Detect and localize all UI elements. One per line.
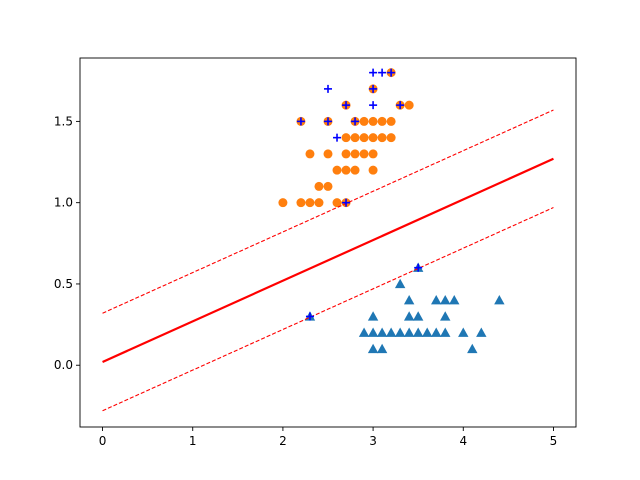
data-point-plus bbox=[369, 101, 378, 110]
data-point-circle bbox=[341, 149, 351, 159]
data-point-circle bbox=[323, 181, 333, 191]
data-point-triangle bbox=[440, 311, 451, 321]
x-tick-label: 5 bbox=[550, 434, 558, 448]
data-point-circle bbox=[314, 198, 324, 208]
data-point-circle bbox=[314, 181, 324, 191]
data-point-circle bbox=[278, 198, 288, 208]
data-point-circle bbox=[359, 116, 369, 126]
data-point-plus bbox=[333, 133, 342, 142]
data-point-triangle bbox=[403, 327, 415, 337]
data-point-triangle bbox=[385, 327, 397, 337]
data-point-triangle bbox=[458, 327, 469, 337]
data-point-circle bbox=[386, 133, 396, 143]
data-point-circle bbox=[350, 133, 360, 143]
data-point-triangle bbox=[394, 327, 406, 337]
data-point-plus bbox=[305, 312, 314, 321]
data-point-circle bbox=[368, 133, 378, 143]
data-point-triangle bbox=[376, 327, 388, 337]
data-point-triangle bbox=[376, 343, 388, 354]
data-point-plus bbox=[342, 101, 351, 110]
data-point-circle bbox=[323, 149, 333, 159]
y-tick-label: 0.0 bbox=[54, 358, 73, 372]
data-point-triangle bbox=[412, 311, 424, 321]
data-point-circle bbox=[332, 165, 342, 175]
y-tick-label: 1.5 bbox=[54, 114, 73, 128]
data-point-triangle bbox=[431, 327, 442, 337]
x-tick-label: 4 bbox=[459, 434, 467, 448]
data-point-plus bbox=[324, 84, 332, 93]
x-tick-label: 3 bbox=[369, 434, 377, 448]
decision-boundary-line bbox=[102, 157, 554, 363]
data-point-circle bbox=[296, 198, 306, 208]
data-point-circle bbox=[350, 149, 360, 159]
axes-frame bbox=[79, 57, 577, 428]
data-point-triangle bbox=[467, 343, 478, 354]
x-tick-label: 1 bbox=[189, 434, 197, 448]
data-point-plus bbox=[414, 263, 423, 272]
data-point-triangle bbox=[412, 327, 424, 337]
data-point-circle bbox=[386, 116, 396, 126]
data-point-triangle bbox=[367, 327, 379, 337]
data-point-circle bbox=[368, 116, 378, 126]
data-point-triangle bbox=[440, 295, 451, 305]
x-tick-label: 2 bbox=[279, 434, 287, 448]
plot-area bbox=[102, 68, 554, 412]
data-point-circle bbox=[359, 133, 369, 143]
y-tick-label: 0.5 bbox=[54, 277, 73, 291]
y-tick-label: 1.0 bbox=[54, 196, 73, 210]
data-point-plus bbox=[369, 84, 378, 93]
data-point-circle bbox=[341, 165, 351, 175]
margin-line bbox=[102, 109, 554, 314]
data-point-circle bbox=[368, 165, 378, 175]
data-point-triangle bbox=[422, 327, 433, 337]
axes: 0 1 2 3 4 5 0.0 0.5 1.0 1.5 bbox=[54, 57, 577, 448]
data-point-triangle bbox=[449, 295, 460, 305]
data-point-plus bbox=[369, 68, 378, 77]
data-point-circle bbox=[305, 198, 315, 208]
data-point-triangle bbox=[394, 278, 406, 289]
data-point-circle bbox=[368, 149, 378, 159]
data-point-triangle bbox=[476, 327, 487, 337]
data-point-plus bbox=[396, 101, 405, 110]
data-point-triangle bbox=[367, 311, 379, 321]
data-point-circle bbox=[350, 165, 360, 175]
data-point-plus bbox=[351, 117, 360, 126]
data-point-circle bbox=[377, 133, 387, 143]
data-point-circle bbox=[359, 149, 369, 159]
data-point-circle bbox=[305, 149, 315, 159]
plot-content bbox=[102, 68, 554, 412]
data-point-triangle bbox=[440, 327, 451, 337]
data-point-plus bbox=[387, 68, 396, 77]
data-point-triangle bbox=[358, 327, 370, 337]
data-point-circle bbox=[377, 116, 387, 126]
data-point-triangle bbox=[403, 311, 415, 321]
data-point-plus bbox=[378, 68, 387, 77]
margin-line bbox=[102, 207, 554, 412]
data-point-triangle bbox=[403, 295, 415, 305]
data-point-plus bbox=[342, 198, 351, 207]
data-point-triangle bbox=[494, 295, 505, 305]
data-point-circle bbox=[404, 100, 414, 110]
data-point-triangle bbox=[367, 343, 379, 354]
data-point-circle bbox=[332, 198, 342, 208]
data-point-triangle bbox=[431, 295, 442, 305]
x-tick-label: 0 bbox=[99, 434, 107, 448]
data-point-plus bbox=[324, 117, 332, 126]
data-point-circle bbox=[341, 133, 351, 143]
data-point-plus bbox=[296, 117, 305, 126]
